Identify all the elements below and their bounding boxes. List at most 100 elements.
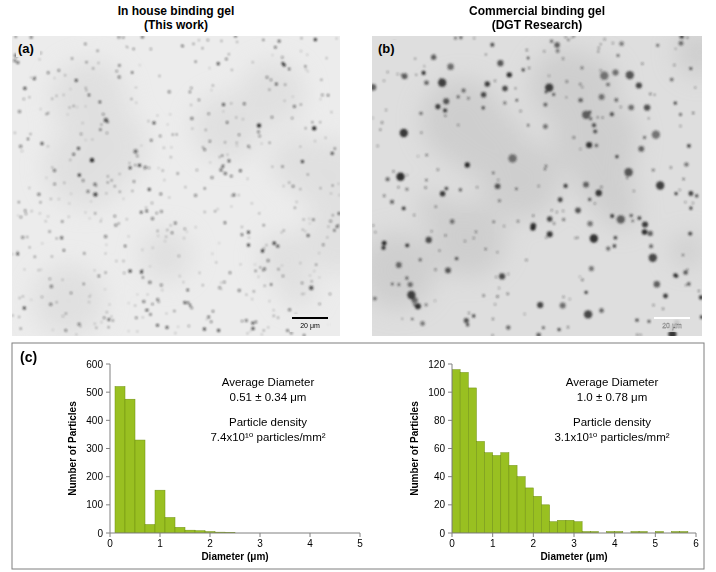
speck [257,124,261,128]
speck [50,285,53,288]
speck [145,309,147,311]
speck [435,206,437,208]
speck [402,73,408,79]
speck [126,46,127,47]
speck [129,167,132,170]
speck [564,184,568,188]
speck [24,210,26,212]
speck [617,215,625,223]
y-tick [448,420,452,421]
y-tick-label: 80 [434,415,446,426]
speck [61,220,63,222]
speck [644,104,650,110]
speck [182,45,184,47]
speck [332,185,333,186]
speck [16,253,19,256]
speck [485,81,490,86]
speck [281,56,283,58]
x-tick-label: 0 [107,538,113,549]
speck [413,304,415,306]
speck [602,117,604,119]
speck [273,315,274,316]
speck [566,97,568,99]
speck [89,296,90,297]
speck [184,301,187,304]
speck [67,114,68,115]
speck [464,318,469,323]
y-tick-label: 400 [86,415,103,426]
annotation: Particle density [573,416,651,428]
speck [52,167,53,168]
speck [305,65,307,67]
speck [562,218,565,221]
x-tick-label: 2 [531,538,537,549]
speck [417,155,419,157]
speck [136,87,137,88]
histogram-bar [558,520,566,533]
speck [649,254,657,262]
speck [249,147,250,148]
speck [296,201,297,202]
x-tick-label: 3 [571,538,577,549]
speck [166,326,169,329]
speck [322,244,324,246]
speck [281,165,283,167]
speck [190,117,193,120]
speck [241,234,243,236]
speck [498,287,500,289]
speck [468,312,470,314]
speck [245,319,247,321]
speck [169,197,170,198]
speck [65,330,66,331]
speck [683,178,685,180]
speck [320,188,321,189]
speck [210,162,211,163]
y-tick [448,364,452,365]
panel-letter: (a) [18,41,34,56]
speck [670,167,672,169]
speck [425,303,428,306]
speck [23,98,24,99]
speck [596,190,602,196]
speck [47,71,49,73]
speck [22,296,23,297]
speck [186,289,188,291]
speck [254,264,255,265]
speck [85,212,86,213]
speck [23,87,26,90]
speck [679,189,681,191]
speck [396,173,404,181]
histogram-bar [468,388,476,533]
speck [71,58,73,60]
speck [320,99,321,100]
y-tick-label: 40 [434,471,446,482]
speck [569,298,571,300]
speck [319,252,320,253]
mottle-patch [303,205,340,275]
speck [314,38,317,41]
mottle-patch [675,36,702,77]
speck [292,185,295,188]
speck [123,260,125,262]
speck [111,180,113,182]
speck [562,210,564,212]
speck [50,198,51,199]
speck [268,89,270,91]
panel-title: In house binding gel [118,4,235,18]
speck [330,193,331,194]
speck [105,253,106,254]
speck [673,273,677,277]
speck [498,199,501,202]
speck [554,42,559,47]
speck [238,134,240,136]
speck [437,169,439,171]
speck [700,315,702,319]
speck [223,111,224,112]
speck [20,328,22,330]
speck [25,213,27,215]
speck [457,124,459,126]
speck [204,149,206,151]
speck [134,164,136,166]
speck [628,105,634,111]
speck [636,334,638,336]
